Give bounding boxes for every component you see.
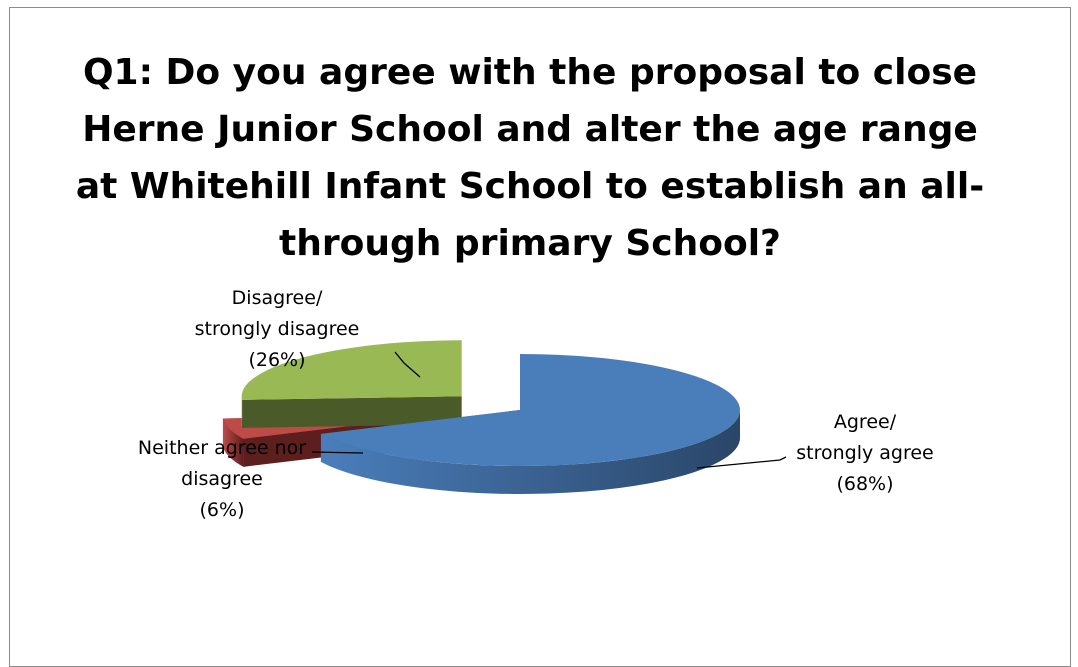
slice-label-line: strongly disagree xyxy=(195,318,360,340)
slice-label-line: strongly agree xyxy=(796,442,934,464)
slice-label-line: (68%) xyxy=(836,473,893,495)
slice-label-line: Disagree/ xyxy=(232,287,323,309)
slice-label-line: (6%) xyxy=(200,499,245,521)
slice-label: Neither agree nor disagree (6%) xyxy=(138,437,306,521)
slice-label-line: disagree xyxy=(181,468,263,490)
slice-label-line: Neither agree nor xyxy=(138,437,306,459)
slice-label: Agree/strongly agree (68%) xyxy=(796,411,934,495)
slice-label-line: Agree/ xyxy=(834,411,897,433)
slice-label-line: (26%) xyxy=(248,349,305,371)
